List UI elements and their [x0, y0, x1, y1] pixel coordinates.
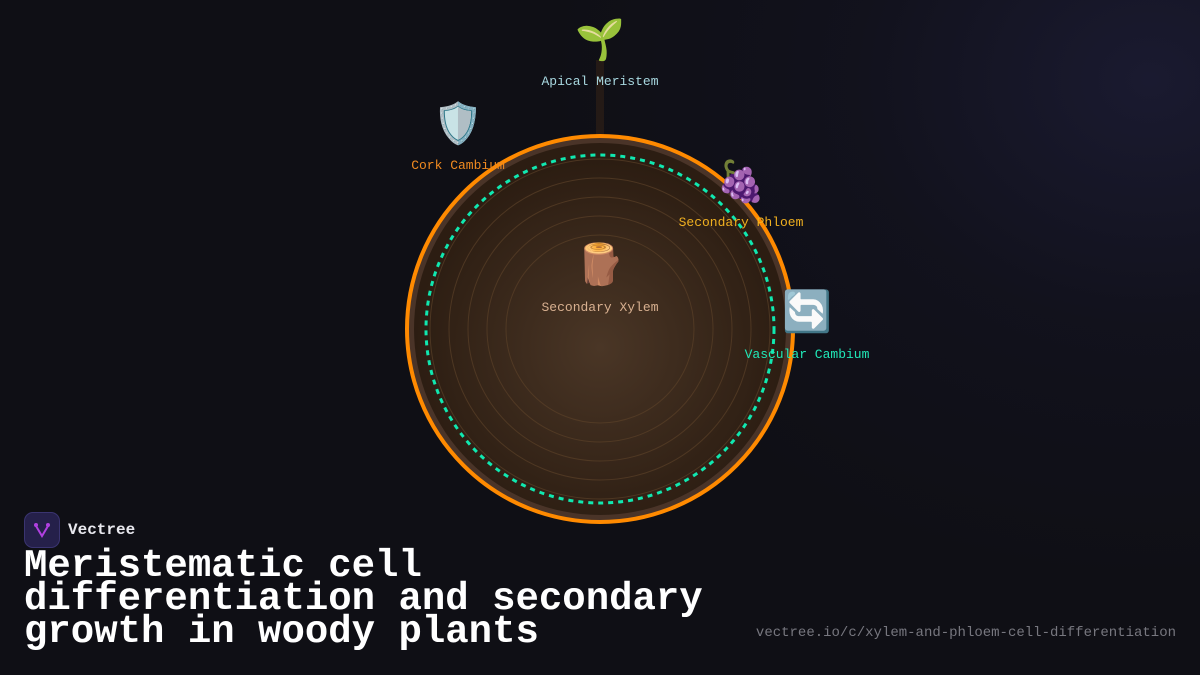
node-label-cork-cambium: Cork Cambium	[411, 158, 505, 173]
brand-name: Vectree	[68, 521, 136, 539]
node-label-apical-meristem: Apical Meristem	[541, 74, 659, 89]
cycle-arrows-icon: 🔄	[782, 289, 832, 335]
brand: Vectree	[24, 512, 135, 548]
shield-icon: 🛡️	[433, 101, 483, 147]
growth-rings	[429, 158, 771, 500]
page-title: Meristematic cell differentiation and se…	[24, 544, 703, 654]
seedling-icon: 🌱	[575, 17, 625, 63]
node-label-secondary-phloem: Secondary Phloem	[678, 215, 804, 230]
vectree-logo	[24, 512, 60, 548]
stem-shoot	[596, 60, 604, 140]
grapes-icon: 🍇	[716, 159, 766, 205]
node-label-vascular-cambium: Vascular Cambium	[744, 347, 870, 362]
source-url: vectree.io/c/xylem-and-phloem-cell-diffe…	[755, 625, 1176, 641]
vascular-cambium-ring	[424, 153, 776, 505]
node-label-secondary-xylem: Secondary Xylem	[541, 300, 659, 315]
wood-log-icon: 🪵	[575, 242, 625, 288]
